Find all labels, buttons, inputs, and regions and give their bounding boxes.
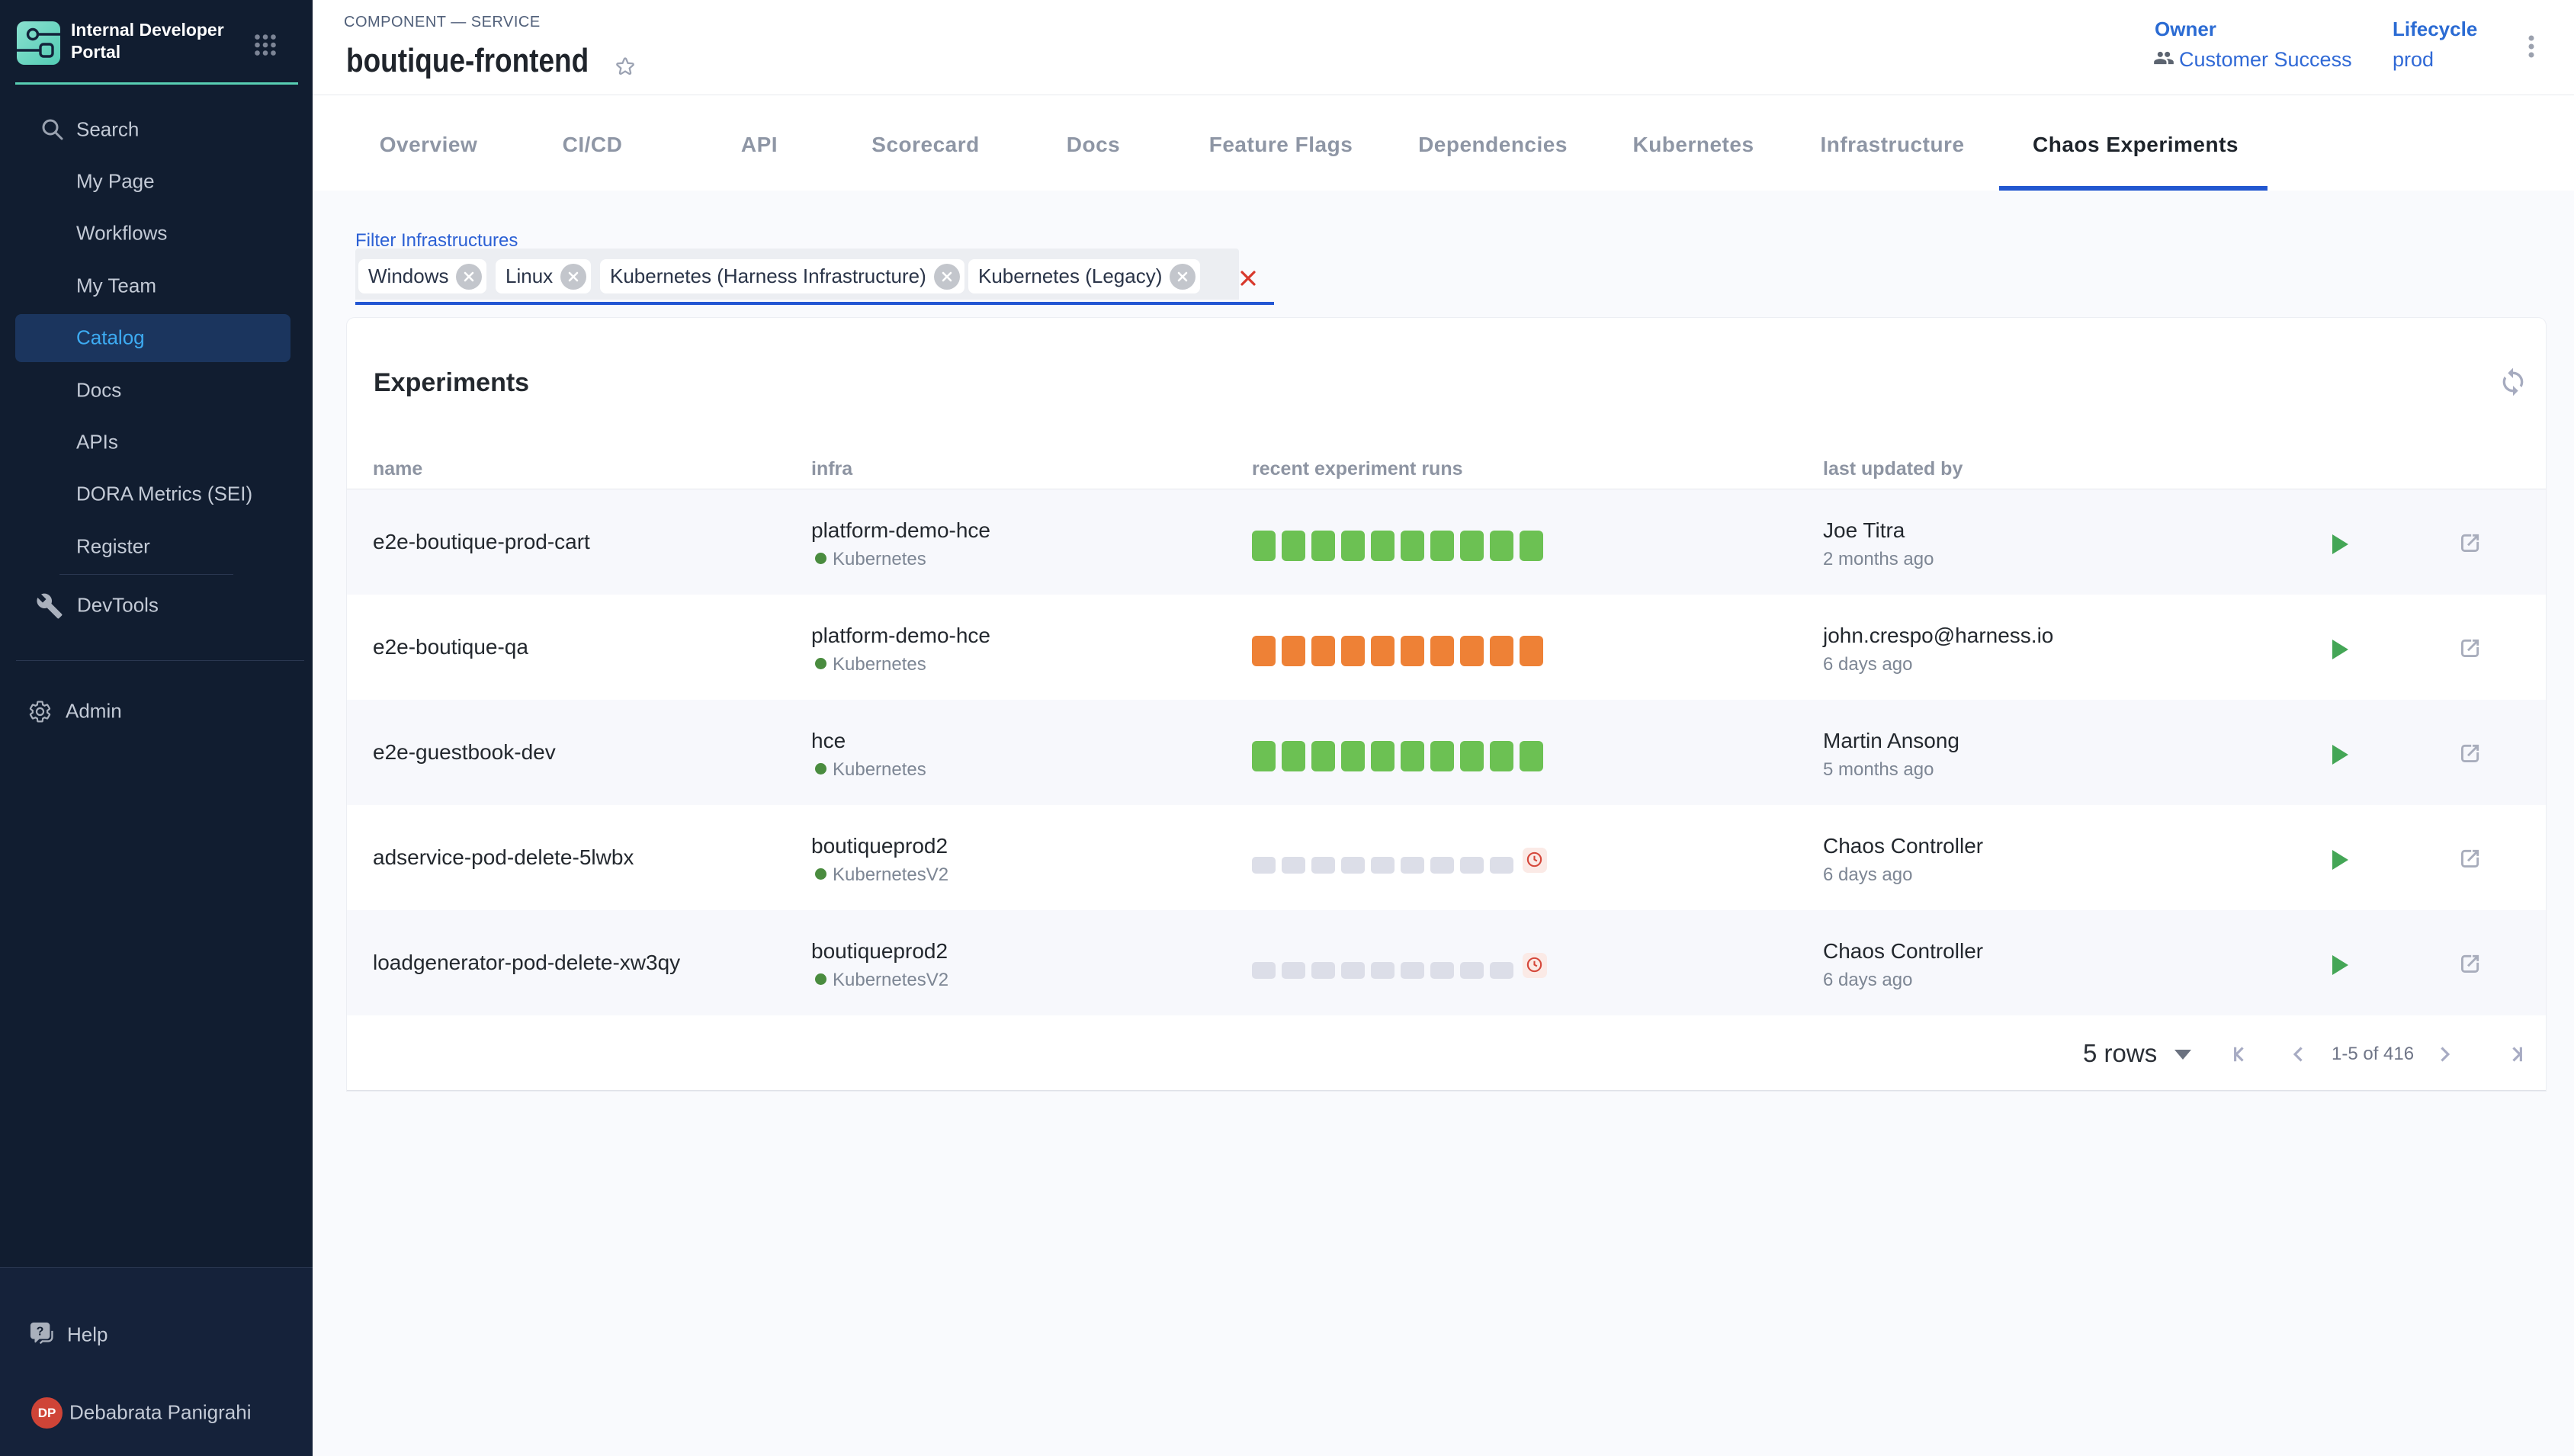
- svg-text:?: ?: [37, 1325, 44, 1339]
